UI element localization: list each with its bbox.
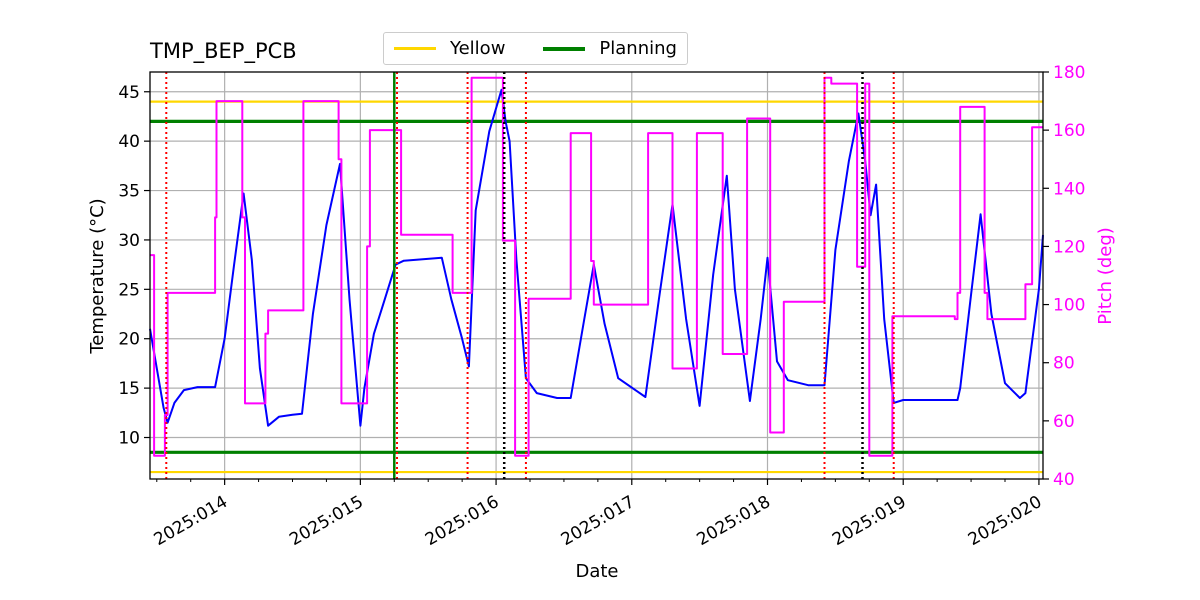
event-vlines bbox=[165, 72, 895, 479]
y-axis-ticks: 10 15 20 25 30 35 40 45 bbox=[118, 83, 150, 449]
y-tick-label: 25 bbox=[118, 280, 140, 300]
y2-tick-label: 80 bbox=[1053, 354, 1075, 374]
legend-label-planning: Planning bbox=[599, 38, 677, 59]
y2-tick-label: 40 bbox=[1053, 470, 1075, 490]
y2-tick-label: 180 bbox=[1053, 63, 1085, 83]
y2-tick-label: 100 bbox=[1053, 296, 1085, 316]
x-tick-label: 2025:019 bbox=[829, 492, 910, 550]
y-tick-label: 10 bbox=[118, 429, 140, 449]
y-axis-label: Temperature (°C) bbox=[87, 198, 108, 354]
y-tick-label: 30 bbox=[118, 231, 140, 251]
x-axis-ticks: 2025:014 2025:015 2025:016 2025:017 2025:018… bbox=[151, 479, 1046, 550]
y2-tick-label: 60 bbox=[1053, 412, 1075, 432]
y-tick-label: 45 bbox=[118, 83, 140, 103]
chart-title: TMP_BEP_PCB bbox=[149, 39, 297, 64]
plot-frame bbox=[149, 71, 1044, 480]
x-tick-label: 2025:018 bbox=[693, 492, 774, 550]
x-tick-label: 2025:015 bbox=[286, 492, 367, 550]
series-layer bbox=[149, 76, 1044, 457]
y-tick-label: 15 bbox=[118, 379, 140, 399]
pitch-series-line bbox=[150, 76, 1043, 457]
legend-swatch-yellow bbox=[394, 47, 436, 50]
x-tick-label: 2025:017 bbox=[558, 492, 639, 550]
legend-label-yellow: Yellow bbox=[450, 38, 506, 59]
x-tick-label: 2025:020 bbox=[965, 492, 1046, 550]
y-tick-label: 20 bbox=[118, 330, 140, 350]
legend-entry-planning: Planning bbox=[543, 38, 677, 59]
y2-tick-label: 140 bbox=[1053, 179, 1085, 199]
x-axis-label: Date bbox=[575, 561, 618, 582]
legend-entry-yellow: Yellow bbox=[394, 38, 505, 59]
legend-swatch-planning bbox=[543, 46, 586, 51]
y2-tick-label: 160 bbox=[1053, 121, 1085, 141]
y-tick-label: 40 bbox=[118, 132, 140, 152]
x-tick-label: 2025:014 bbox=[151, 492, 232, 550]
y2-axis-ticks: 40 60 80 100 120 140 160 180 bbox=[1043, 63, 1085, 490]
grid-lines bbox=[150, 72, 1043, 479]
y2-tick-label: 120 bbox=[1053, 237, 1085, 257]
legend: Yellow Planning bbox=[383, 32, 688, 65]
y-tick-label: 35 bbox=[118, 182, 140, 202]
temperature-series-line bbox=[149, 88, 1044, 427]
y2-axis-label: Pitch (deg) bbox=[1095, 227, 1116, 325]
x-tick-label: 2025:016 bbox=[422, 492, 503, 550]
